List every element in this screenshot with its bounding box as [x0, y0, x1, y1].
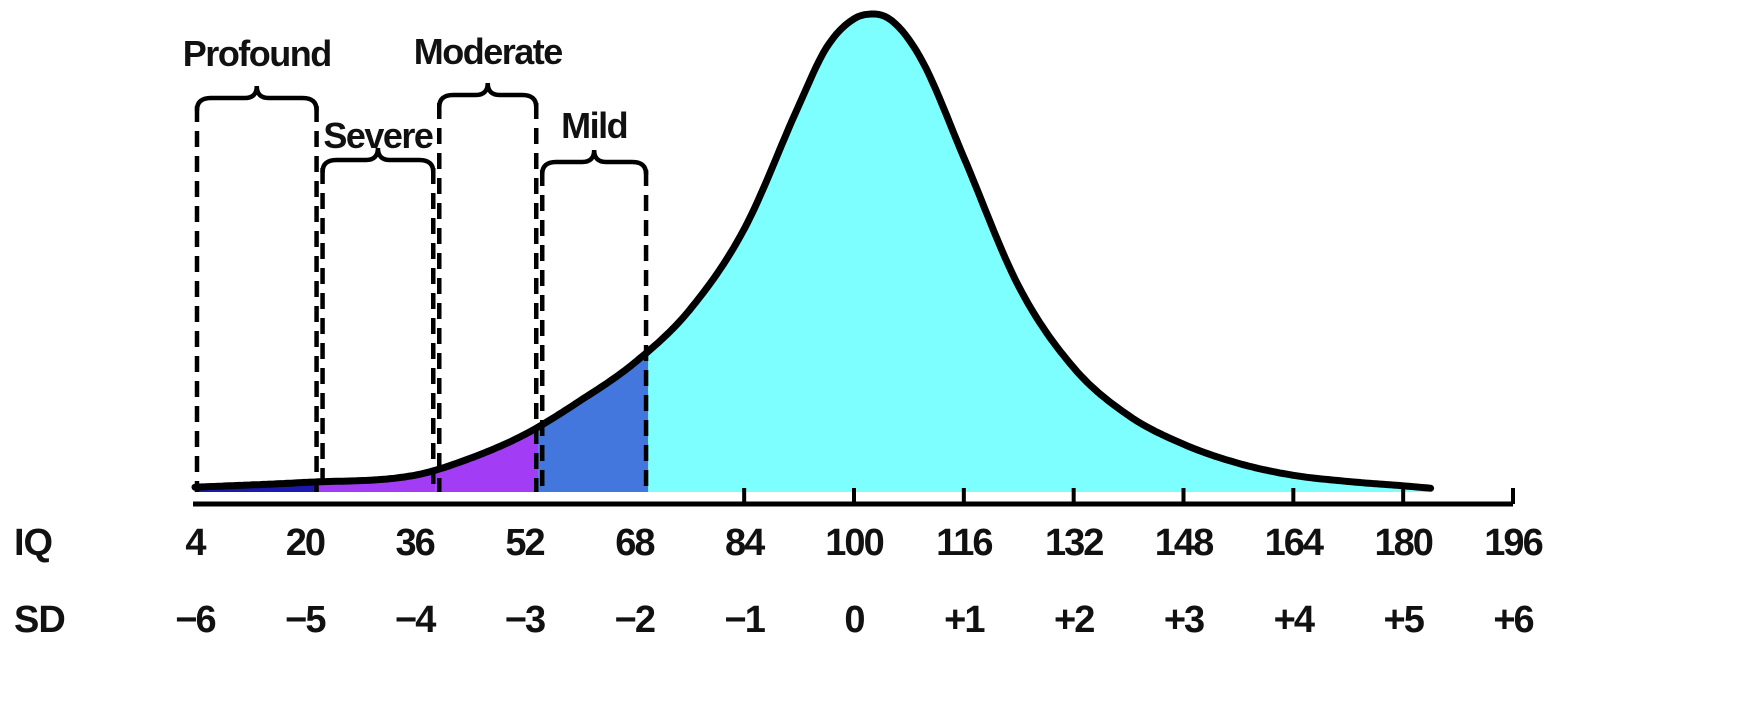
- sd-tick-label: −4: [395, 599, 436, 641]
- iq-tick-label: 68: [615, 522, 654, 564]
- brace-profound: [194, 85, 319, 113]
- sd-tick-label: +3: [1164, 599, 1204, 641]
- iq-tick-label: 36: [396, 522, 435, 564]
- sd-tick-label: 0: [844, 599, 864, 641]
- sd-row-label: SD: [14, 599, 65, 641]
- band-area-mild: [538, 351, 649, 492]
- band-boundary-lines: [194, 103, 649, 492]
- iq-tick-label: 180: [1374, 522, 1432, 564]
- sd-tick-label: +6: [1493, 599, 1533, 641]
- iq-tick-label: 4: [185, 522, 206, 564]
- sd-tick-label: +2: [1054, 599, 1094, 641]
- iq-row-label: IQ: [14, 522, 52, 564]
- iq-tick-label: 164: [1265, 522, 1324, 564]
- curve-area-fills: [195, 14, 1431, 492]
- iq-tick-labels: 4 20 36 52 68 84 100 116 132 148 164 180 196: [185, 522, 1544, 564]
- sd-tick-label: +5: [1384, 599, 1425, 641]
- brace-moderate: [437, 82, 539, 110]
- band-label-moderate: Moderate: [414, 31, 563, 72]
- iq-tick-label: 196: [1484, 522, 1542, 564]
- x-axis: [193, 488, 1515, 507]
- iq-tick-label: 132: [1045, 522, 1103, 564]
- band-braces: Profound Severe Moderate Mild: [183, 31, 649, 177]
- iq-tick-label: 84: [725, 522, 765, 564]
- normal-range-area: [648, 14, 1431, 492]
- sd-tick-label: −2: [615, 599, 655, 641]
- iq-tick-label: 148: [1155, 522, 1213, 564]
- band-label-mild: Mild: [561, 105, 627, 146]
- band-label-profound: Profound: [183, 33, 331, 74]
- sd-tick-label: +4: [1274, 599, 1315, 641]
- distribution-curve-line: [191, 10, 1435, 492]
- sd-tick-label: +1: [944, 599, 985, 641]
- brace-mild: [539, 149, 649, 177]
- sd-tick-labels: −6 −5 −4 −3 −2 −1 0 +1 +2 +3 +4 +5 +6: [175, 599, 1535, 641]
- iq-tick-label: 20: [286, 522, 325, 564]
- iq-tick-label: 116: [936, 522, 992, 564]
- sd-tick-label: −1: [725, 599, 766, 641]
- band-label-severe: Severe: [323, 115, 433, 156]
- iq-tick-label: 52: [505, 522, 544, 564]
- sd-tick-label: −3: [505, 599, 545, 641]
- sd-tick-label: −6: [175, 599, 215, 641]
- sd-tick-label: −5: [285, 599, 326, 641]
- brace-severe: [320, 147, 436, 175]
- iq-tick-label: 100: [825, 522, 883, 564]
